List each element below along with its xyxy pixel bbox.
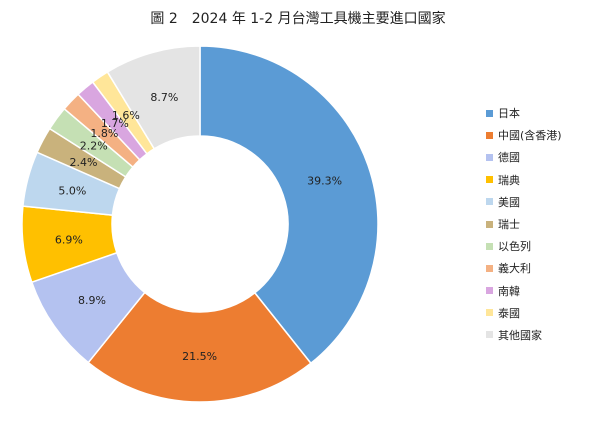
legend-item-5: 美國 — [486, 191, 594, 213]
legend-label: 以色列 — [498, 240, 531, 254]
data-label-3: 8.9% — [78, 294, 106, 307]
data-label-4: 6.9% — [55, 233, 83, 246]
legend-label: 泰國 — [498, 306, 520, 320]
legend-swatch — [486, 109, 493, 117]
legend-swatch — [486, 264, 493, 272]
legend-item-8: 義大利 — [486, 257, 594, 279]
legend-label: 其他國家 — [498, 328, 542, 342]
data-label-11: 8.7% — [150, 91, 178, 104]
legend-label: 義大利 — [498, 262, 531, 276]
legend-swatch — [486, 198, 493, 206]
legend-item-1: 日本 — [486, 102, 594, 124]
donut-slice-1 — [199, 45, 379, 365]
legend-swatch — [486, 309, 493, 317]
legend-item-10: 泰國 — [486, 302, 594, 324]
legend-label: 南韓 — [498, 284, 520, 298]
donut-data-labels: 39.3% 21.5% 8.9% 6.9% 5.0% 2.4% 2.2%1.8%1.7%1.… — [55, 91, 342, 363]
legend-swatch — [486, 287, 493, 295]
legend-item-7: 以色列 — [486, 235, 594, 257]
legend-label: 中國(含香港) — [498, 129, 562, 143]
data-label-8: 1.8% — [90, 127, 118, 140]
legend-swatch — [486, 176, 493, 184]
legend-label: 美國 — [498, 195, 520, 209]
legend-item-11: 其他國家 — [486, 324, 594, 346]
data-label-9: 1.7% — [101, 117, 129, 130]
legend-label: 日本 — [498, 107, 520, 121]
legend-label: 瑞典 — [498, 173, 520, 187]
legend-item-4: 瑞典 — [486, 169, 594, 191]
legend-swatch — [486, 242, 493, 250]
legend-swatch — [486, 131, 493, 139]
legend-label: 瑞士 — [498, 218, 520, 232]
chart-title: 圖 2 2024 年 1-2 月台灣工具機主要進口國家 — [150, 11, 446, 27]
data-label-1: 39.3% — [307, 174, 342, 187]
legend-item-3: 德國 — [486, 146, 594, 168]
legend-item-9: 南韓 — [486, 280, 594, 302]
donut-slice-11 — [106, 45, 201, 150]
data-label-5: 5.0% — [58, 184, 86, 197]
legend-swatch — [486, 220, 493, 228]
chart-legend: 日本中國(含香港) 德國瑞典美國瑞士以色列義大利南韓泰國其他國家 — [486, 102, 594, 346]
data-label-6: 2.4% — [70, 156, 98, 169]
donut-slices — [21, 45, 379, 403]
legend-swatch — [486, 331, 493, 339]
data-label-10: 1.6% — [112, 109, 140, 122]
legend-item-6: 瑞士 — [486, 213, 594, 235]
data-label-7: 2.2% — [80, 140, 108, 153]
data-label-2: 21.5% — [182, 350, 217, 363]
legend-item-2: 中國(含香港) — [486, 124, 594, 146]
legend-swatch — [486, 153, 493, 161]
donut-slice-2 — [87, 291, 312, 403]
legend-label: 德國 — [498, 151, 520, 165]
